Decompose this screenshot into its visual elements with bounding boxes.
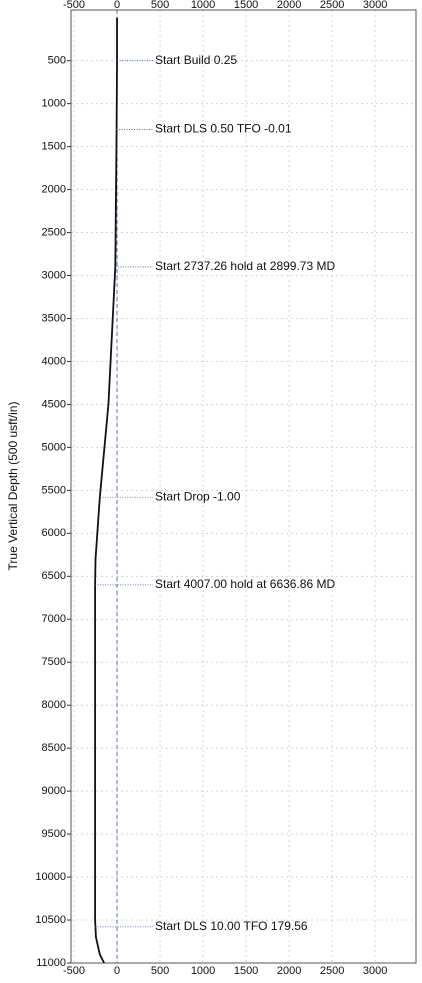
y-tick-label: 500 xyxy=(48,55,66,67)
x-tick-label: 2000 xyxy=(277,0,301,11)
y-tick-label: 6500 xyxy=(42,570,66,582)
x-tick-label: 2500 xyxy=(320,0,344,11)
y-tick-label: 1500 xyxy=(42,141,66,153)
annotation: Start Drop -1.00 xyxy=(155,489,241,503)
y-tick-label: 8000 xyxy=(42,699,66,711)
x-tick-label: 500 xyxy=(151,0,169,11)
x-tick-label: 1000 xyxy=(191,965,215,977)
y-tick-label: 9500 xyxy=(42,828,66,840)
y-tick-label: 9000 xyxy=(42,785,66,797)
x-tick-label: 3000 xyxy=(363,965,387,977)
y-tick-label: 3000 xyxy=(42,269,66,281)
x-tick-label: 1500 xyxy=(234,0,258,11)
x-tick-label: 1000 xyxy=(191,0,215,11)
x-tick-label: 2500 xyxy=(320,965,344,977)
y-tick-label: 11000 xyxy=(36,957,66,969)
y-tick-label: 5000 xyxy=(42,441,66,453)
annotation: Start 2737.26 hold at 2899.73 MD xyxy=(155,259,335,273)
y-tick-label: 10500 xyxy=(35,914,66,926)
x-tick-label: 3000 xyxy=(363,0,387,11)
x-tick-label: -500 xyxy=(63,0,85,11)
x-tick-label: 500 xyxy=(151,965,169,977)
annotation: Start 4007.00 hold at 6636.86 MD xyxy=(155,577,335,591)
y-tick-label: 8500 xyxy=(42,742,66,754)
y-tick-label: 7000 xyxy=(42,613,66,625)
x-tick-label: 1500 xyxy=(234,965,258,977)
y-tick-label: 4500 xyxy=(42,398,66,410)
x-tick-label: 0 xyxy=(114,0,120,11)
annotation: Start DLS 0.50 TFO -0.01 xyxy=(155,122,292,136)
y-tick-label: 3500 xyxy=(42,312,66,324)
annotation: Start DLS 10.00 TFO 179.56 xyxy=(155,919,308,933)
y-tick-label: 7500 xyxy=(42,656,66,668)
y-tick-label: 1000 xyxy=(42,98,66,110)
x-tick-label: -500 xyxy=(63,965,85,977)
x-tick-label: 2000 xyxy=(277,965,301,977)
y-tick-label: 2500 xyxy=(42,226,66,238)
y-axis-label: True Vertical Depth (500 usft/in) xyxy=(6,402,20,571)
well-path xyxy=(94,17,118,964)
annotation: Start Build 0.25 xyxy=(155,53,237,67)
y-tick-label: 5500 xyxy=(42,484,66,496)
y-tick-label: 6000 xyxy=(42,527,66,539)
y-tick-label: 2000 xyxy=(42,184,66,196)
plot-frame xyxy=(70,9,417,964)
x-tick-label: 0 xyxy=(114,965,120,977)
y-tick-label: 4000 xyxy=(42,355,66,367)
y-tick-label: 10000 xyxy=(35,871,66,883)
